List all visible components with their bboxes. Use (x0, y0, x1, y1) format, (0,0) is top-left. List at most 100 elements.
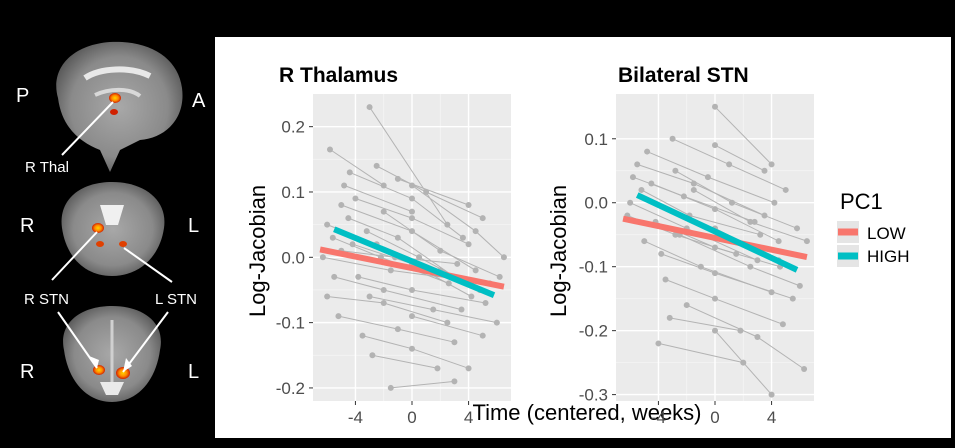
data-point (796, 282, 803, 289)
data-point (479, 332, 486, 339)
data-point (387, 267, 394, 274)
x-tick-label: 0 (710, 408, 719, 427)
label-r-thal: R Thal (25, 159, 69, 176)
data-point (789, 295, 796, 302)
fit-line-low (319, 246, 505, 290)
data-point (409, 208, 415, 215)
subject-trajectory (372, 354, 438, 369)
y-tick-label: -0.2 (276, 379, 305, 398)
charts-svg: R Thalamus Bilateral STN Log-Jacobian Lo… (245, 64, 910, 427)
data-point (482, 300, 489, 307)
data-point (324, 293, 331, 300)
y-tick-label: 0.1 (281, 183, 305, 202)
data-point (444, 319, 451, 326)
data-point (444, 221, 451, 228)
fit-line-high (333, 226, 496, 298)
label-l-stn: L STN (155, 291, 197, 308)
brain-mri-figure: P A R L R L R Thal R STN L STN (16, 41, 206, 402)
y-tick-label: 0.2 (281, 118, 305, 137)
label-posterior: P (16, 85, 29, 107)
data-point (641, 238, 648, 245)
data-point (737, 327, 744, 334)
data-point (634, 161, 641, 168)
data-point (465, 241, 472, 248)
data-point (366, 293, 373, 300)
subject-trajectory (669, 317, 741, 332)
data-point (801, 366, 808, 373)
data-point (451, 339, 458, 346)
data-point (345, 215, 352, 222)
data-point (690, 186, 697, 193)
x-tick-label: -4 (348, 408, 363, 427)
data-point (757, 231, 764, 238)
data-point (472, 267, 479, 274)
data-point (324, 221, 331, 228)
x-tick-label: 4 (464, 408, 473, 427)
data-point (747, 263, 754, 270)
data-point (644, 148, 651, 155)
data-point (782, 186, 789, 193)
plots-panel: R Thalamus Bilateral STN Log-Jacobian Lo… (215, 37, 951, 438)
data-point (500, 254, 507, 261)
ylabel-left: Log-Jacobian (245, 185, 270, 317)
data-point (434, 365, 441, 372)
data-point (355, 273, 362, 280)
data-point (638, 186, 645, 193)
label-r-stn: R STN (24, 291, 69, 308)
ylabel-right: Log-Jacobian (546, 185, 571, 317)
y-tick-label: 0.1 (584, 130, 608, 149)
r-thal-blob (109, 93, 121, 103)
data-point (373, 162, 380, 169)
data-point (712, 295, 718, 302)
data-point (747, 218, 754, 225)
data-point (683, 302, 690, 309)
chart-bilateral-stn: -4 0 4 -0.3 -0.2 -0.1 0.0 0.1 (579, 94, 814, 427)
data-point (445, 280, 452, 287)
x-tick-label: 4 (767, 408, 776, 427)
data-point (768, 161, 775, 168)
data-point (359, 332, 366, 339)
data-point (493, 319, 500, 326)
data-point (409, 313, 415, 320)
data-point (437, 247, 444, 254)
x-tick-label: 0 (407, 408, 416, 427)
data-point (341, 182, 348, 189)
data-point (627, 199, 634, 206)
data-point (458, 306, 465, 313)
legend-label-low: LOW (867, 224, 906, 243)
data-point (335, 313, 342, 320)
data-point (319, 254, 326, 261)
subject-trajectory (714, 330, 772, 395)
data-point (451, 378, 458, 385)
subject-trajectory (714, 144, 765, 172)
subject-trajectory (411, 315, 483, 337)
data-point (326, 146, 333, 153)
fit-line-high (635, 192, 799, 273)
subject-trajectory (343, 184, 413, 213)
data-point (349, 241, 356, 248)
data-point (794, 225, 801, 232)
chart-title-r-thalamus: R Thalamus (279, 64, 398, 87)
data-point (409, 215, 415, 222)
data-point (369, 352, 376, 359)
label-left-axial: L (188, 361, 199, 383)
data-point (409, 345, 415, 352)
subject-trajectory (714, 106, 772, 165)
label-right-axial: R (20, 361, 34, 383)
data-point (331, 273, 338, 280)
data-point (662, 276, 669, 283)
data-point (712, 244, 718, 251)
label-right-coronal: R (20, 215, 34, 237)
data-point (479, 215, 486, 222)
subject-trajectory (390, 380, 455, 389)
data-point (409, 286, 415, 293)
data-point (416, 254, 423, 261)
sagittal-slice (56, 41, 183, 172)
data-point (496, 273, 503, 280)
data-point (380, 300, 387, 307)
data-point (629, 174, 636, 181)
data-point (768, 391, 775, 398)
data-point (726, 161, 733, 168)
data-point (465, 202, 472, 209)
data-point (680, 193, 687, 200)
